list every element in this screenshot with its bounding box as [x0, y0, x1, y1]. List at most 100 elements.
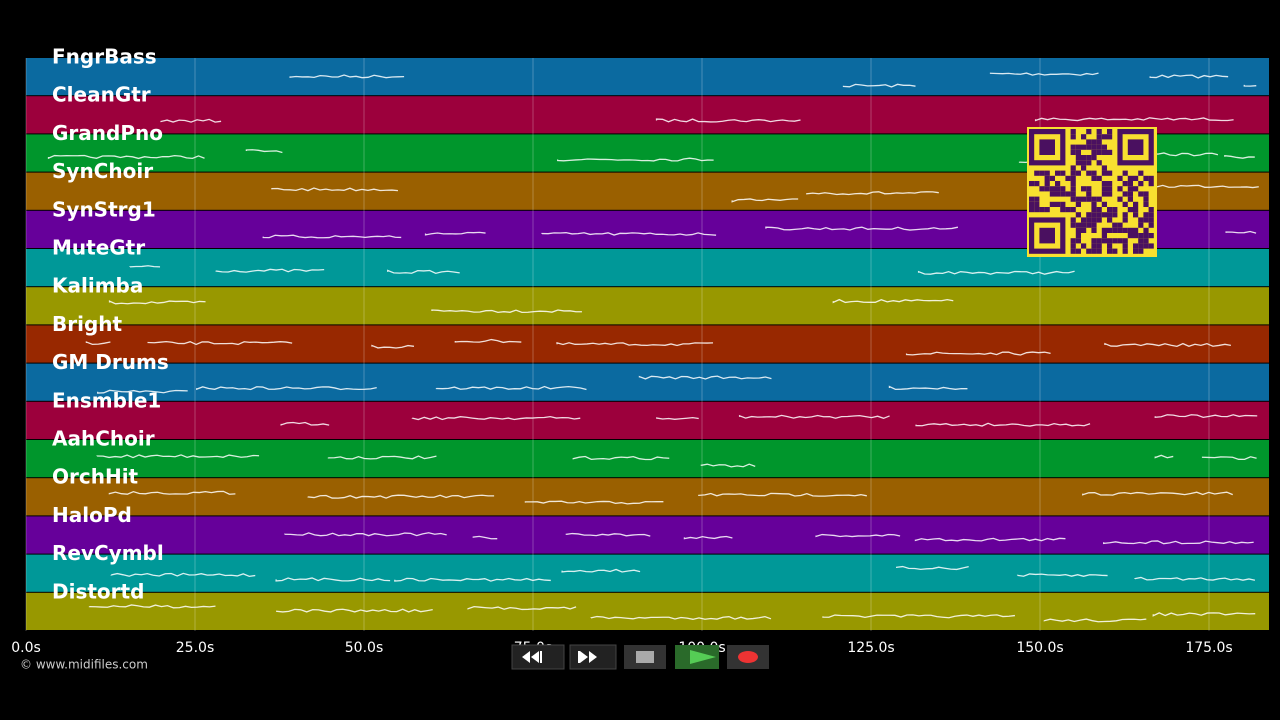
note-run: [1104, 342, 1232, 348]
qr-cell: [1101, 144, 1107, 150]
note-run: [271, 187, 398, 192]
lane: [26, 478, 1269, 516]
note-run: [276, 608, 433, 613]
qr-cell: [1127, 186, 1133, 192]
qr-cell: [1107, 181, 1113, 187]
qr-cell: [1081, 222, 1087, 228]
transport-controls: [511, 644, 769, 670]
qr-cell: [1081, 186, 1087, 192]
qr-finder: [1127, 139, 1144, 155]
qr-cell: [1091, 207, 1097, 213]
qr-cell: [1086, 144, 1092, 150]
qr-cell: [1044, 175, 1050, 181]
note-run: [215, 268, 325, 273]
qr-cell: [1096, 217, 1102, 223]
play-button[interactable]: [675, 645, 719, 669]
note-run: [129, 265, 161, 268]
note-run: [289, 74, 405, 79]
track-name: Kalimba: [52, 274, 143, 298]
qr-cell: [1055, 191, 1061, 197]
qr-cell: [1039, 207, 1045, 213]
note-run: [765, 226, 959, 231]
note-run: [431, 309, 582, 314]
qr-cell: [1101, 149, 1107, 155]
qr-cell: [1091, 149, 1097, 155]
time-tick-label: 0.0s: [11, 640, 41, 656]
qr-cell: [1086, 212, 1092, 218]
qr-cell: [1060, 201, 1066, 207]
qr-cell: [1086, 155, 1092, 161]
qr-cell: [1055, 170, 1061, 176]
track-name: GM Drums: [52, 350, 169, 374]
note-run: [556, 157, 714, 162]
qr-cell: [1075, 227, 1081, 233]
qr-cell: [1096, 134, 1102, 140]
note-run: [556, 341, 714, 347]
qr-cell: [1091, 222, 1097, 228]
lane: [26, 58, 1269, 96]
qr-cell: [1039, 170, 1045, 176]
note-run: [915, 422, 1091, 427]
qr-cell: [1070, 129, 1076, 135]
qr-cell: [1070, 248, 1076, 254]
qr-cell: [1029, 181, 1035, 187]
qr-cell: [1044, 207, 1050, 213]
qr-cell: [1107, 217, 1113, 223]
qr-cell: [1122, 217, 1128, 223]
lane: [26, 440, 1269, 478]
qr-cell: [1133, 248, 1139, 254]
qr-cell: [1091, 144, 1097, 150]
qr-cell: [1143, 233, 1149, 239]
qr-cell: [1117, 227, 1123, 233]
qr-cell: [1143, 227, 1149, 233]
qr-cell: [1091, 248, 1097, 254]
qr-cell: [1138, 222, 1144, 228]
qr-cell: [1112, 248, 1118, 254]
qr-cell: [1133, 212, 1139, 218]
note-run: [435, 385, 587, 391]
qr-cell: [1070, 186, 1076, 192]
note-run: [1034, 117, 1234, 122]
qr-cell: [1081, 165, 1087, 171]
stop-button[interactable]: [624, 645, 666, 669]
time-tick-label: 150.0s: [1016, 640, 1063, 656]
qr-cell: [1107, 191, 1113, 197]
qr-cell: [1096, 238, 1102, 244]
qr-cell: [1086, 191, 1092, 197]
qr-cell: [1060, 186, 1066, 192]
qr-cell: [1096, 144, 1102, 150]
qr-cell: [1122, 191, 1128, 197]
note-run: [1103, 540, 1254, 545]
qr-cell: [1096, 160, 1102, 166]
note-run: [738, 414, 890, 419]
note-run: [700, 463, 756, 468]
rewind-button[interactable]: [511, 644, 565, 670]
qr-cell: [1029, 207, 1035, 213]
track-name: SynStrg1: [52, 197, 156, 221]
note-run: [1243, 84, 1257, 87]
qr-cell: [1091, 139, 1097, 145]
qr-cell: [1143, 191, 1149, 197]
note-run: [97, 389, 188, 394]
qr-cell: [1143, 175, 1149, 181]
forward-button[interactable]: [569, 644, 617, 670]
note-run: [731, 198, 799, 203]
qr-cell: [1086, 186, 1092, 192]
qr-cell: [1065, 175, 1071, 181]
note-run: [467, 605, 577, 611]
record-button[interactable]: [727, 645, 769, 669]
qr-cell: [1101, 238, 1107, 244]
time-tick-label: 175.0s: [1185, 640, 1232, 656]
qr-cell: [1138, 181, 1144, 187]
qr-cell: [1143, 212, 1149, 218]
qr-code: [1027, 127, 1157, 257]
note-run: [284, 532, 447, 537]
qr-cell: [1091, 201, 1097, 207]
qr-cell: [1112, 222, 1118, 228]
track-name: Distortd: [52, 579, 144, 603]
qr-cell: [1122, 238, 1128, 244]
qr-cell: [1138, 217, 1144, 223]
qr-cell: [1127, 233, 1133, 239]
lane: [26, 592, 1269, 630]
qr-cell: [1055, 186, 1061, 192]
